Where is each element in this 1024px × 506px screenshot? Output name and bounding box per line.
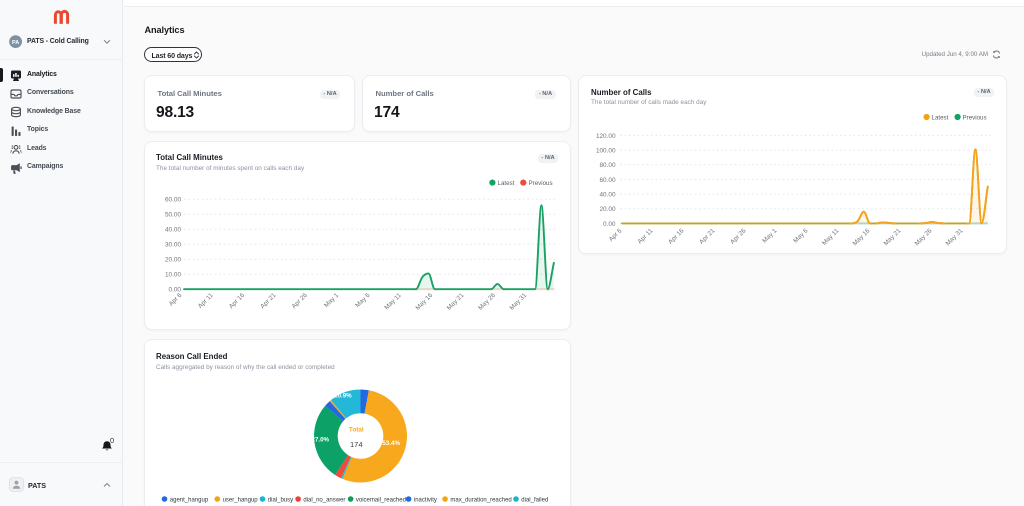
svg-text:0.00: 0.00 xyxy=(603,221,616,228)
svg-text:May 6: May 6 xyxy=(792,227,810,245)
svg-text:Apr 26: Apr 26 xyxy=(291,292,310,311)
svg-text:Apr 6: Apr 6 xyxy=(608,227,624,243)
svg-text:40.00: 40.00 xyxy=(165,227,181,234)
svg-text:Apr 11: Apr 11 xyxy=(636,227,654,245)
svg-text:Latest: Latest xyxy=(932,114,949,121)
svg-text:inactivity: inactivity xyxy=(414,498,437,504)
svg-text:20.00: 20.00 xyxy=(600,206,616,213)
svg-text:80.00: 80.00 xyxy=(600,162,616,169)
svg-text:10.9%: 10.9% xyxy=(334,392,352,399)
svg-text:53.4%: 53.4% xyxy=(382,440,400,447)
svg-text:May 11: May 11 xyxy=(821,227,841,247)
svg-text:50.00: 50.00 xyxy=(165,212,181,219)
svg-text:Apr 16: Apr 16 xyxy=(667,227,686,246)
svg-text:Apr 21: Apr 21 xyxy=(698,227,717,246)
svg-text:May 6: May 6 xyxy=(354,292,372,310)
svg-text:dial_failed: dial_failed xyxy=(521,498,548,504)
svg-text:Apr 6: Apr 6 xyxy=(168,292,184,308)
svg-text:dial_no_answer: dial_no_answer xyxy=(303,498,345,504)
svg-text:May 1: May 1 xyxy=(323,292,341,310)
svg-text:174: 174 xyxy=(350,440,363,449)
svg-text:Previous: Previous xyxy=(529,180,553,187)
svg-text:Apr 26: Apr 26 xyxy=(729,227,748,246)
svg-text:Apr 21: Apr 21 xyxy=(259,292,278,311)
svg-text:dial_busy: dial_busy xyxy=(268,498,293,504)
svg-text:voicemail_reached: voicemail_reached xyxy=(356,498,406,504)
svg-text:max_duration_reached: max_duration_reached xyxy=(450,498,511,504)
svg-text:May 21: May 21 xyxy=(446,292,466,312)
svg-text:May 16: May 16 xyxy=(852,227,872,247)
svg-text:60.00: 60.00 xyxy=(600,177,616,184)
svg-text:Apr 16: Apr 16 xyxy=(228,292,247,311)
svg-text:Latest: Latest xyxy=(498,180,515,187)
svg-text:0.00: 0.00 xyxy=(169,287,182,294)
svg-text:May 1: May 1 xyxy=(761,227,779,245)
svg-text:Previous: Previous xyxy=(963,114,987,121)
svg-text:agent_hangup: agent_hangup xyxy=(170,498,209,504)
svg-text:May 26: May 26 xyxy=(914,227,934,247)
svg-text:120.00: 120.00 xyxy=(596,133,616,140)
svg-text:40.00: 40.00 xyxy=(600,192,616,199)
svg-text:user_hangup: user_hangup xyxy=(223,498,259,504)
svg-text:May 26: May 26 xyxy=(477,292,497,312)
svg-text:100.00: 100.00 xyxy=(596,148,616,155)
svg-text:May 21: May 21 xyxy=(883,227,903,247)
svg-text:PA: PA xyxy=(12,40,19,46)
svg-text:May 31: May 31 xyxy=(508,292,528,312)
svg-text:May 11: May 11 xyxy=(383,292,403,312)
svg-text:10.00: 10.00 xyxy=(165,272,181,279)
svg-text:Total: Total xyxy=(349,427,364,434)
svg-text:May 31: May 31 xyxy=(945,227,965,247)
svg-text:60.00: 60.00 xyxy=(165,197,181,204)
svg-text:27.0%: 27.0% xyxy=(312,437,330,444)
svg-text:20.00: 20.00 xyxy=(165,257,181,264)
svg-text:May 16: May 16 xyxy=(414,292,434,312)
svg-text:Apr 11: Apr 11 xyxy=(197,292,215,310)
svg-text:30.00: 30.00 xyxy=(165,242,181,249)
